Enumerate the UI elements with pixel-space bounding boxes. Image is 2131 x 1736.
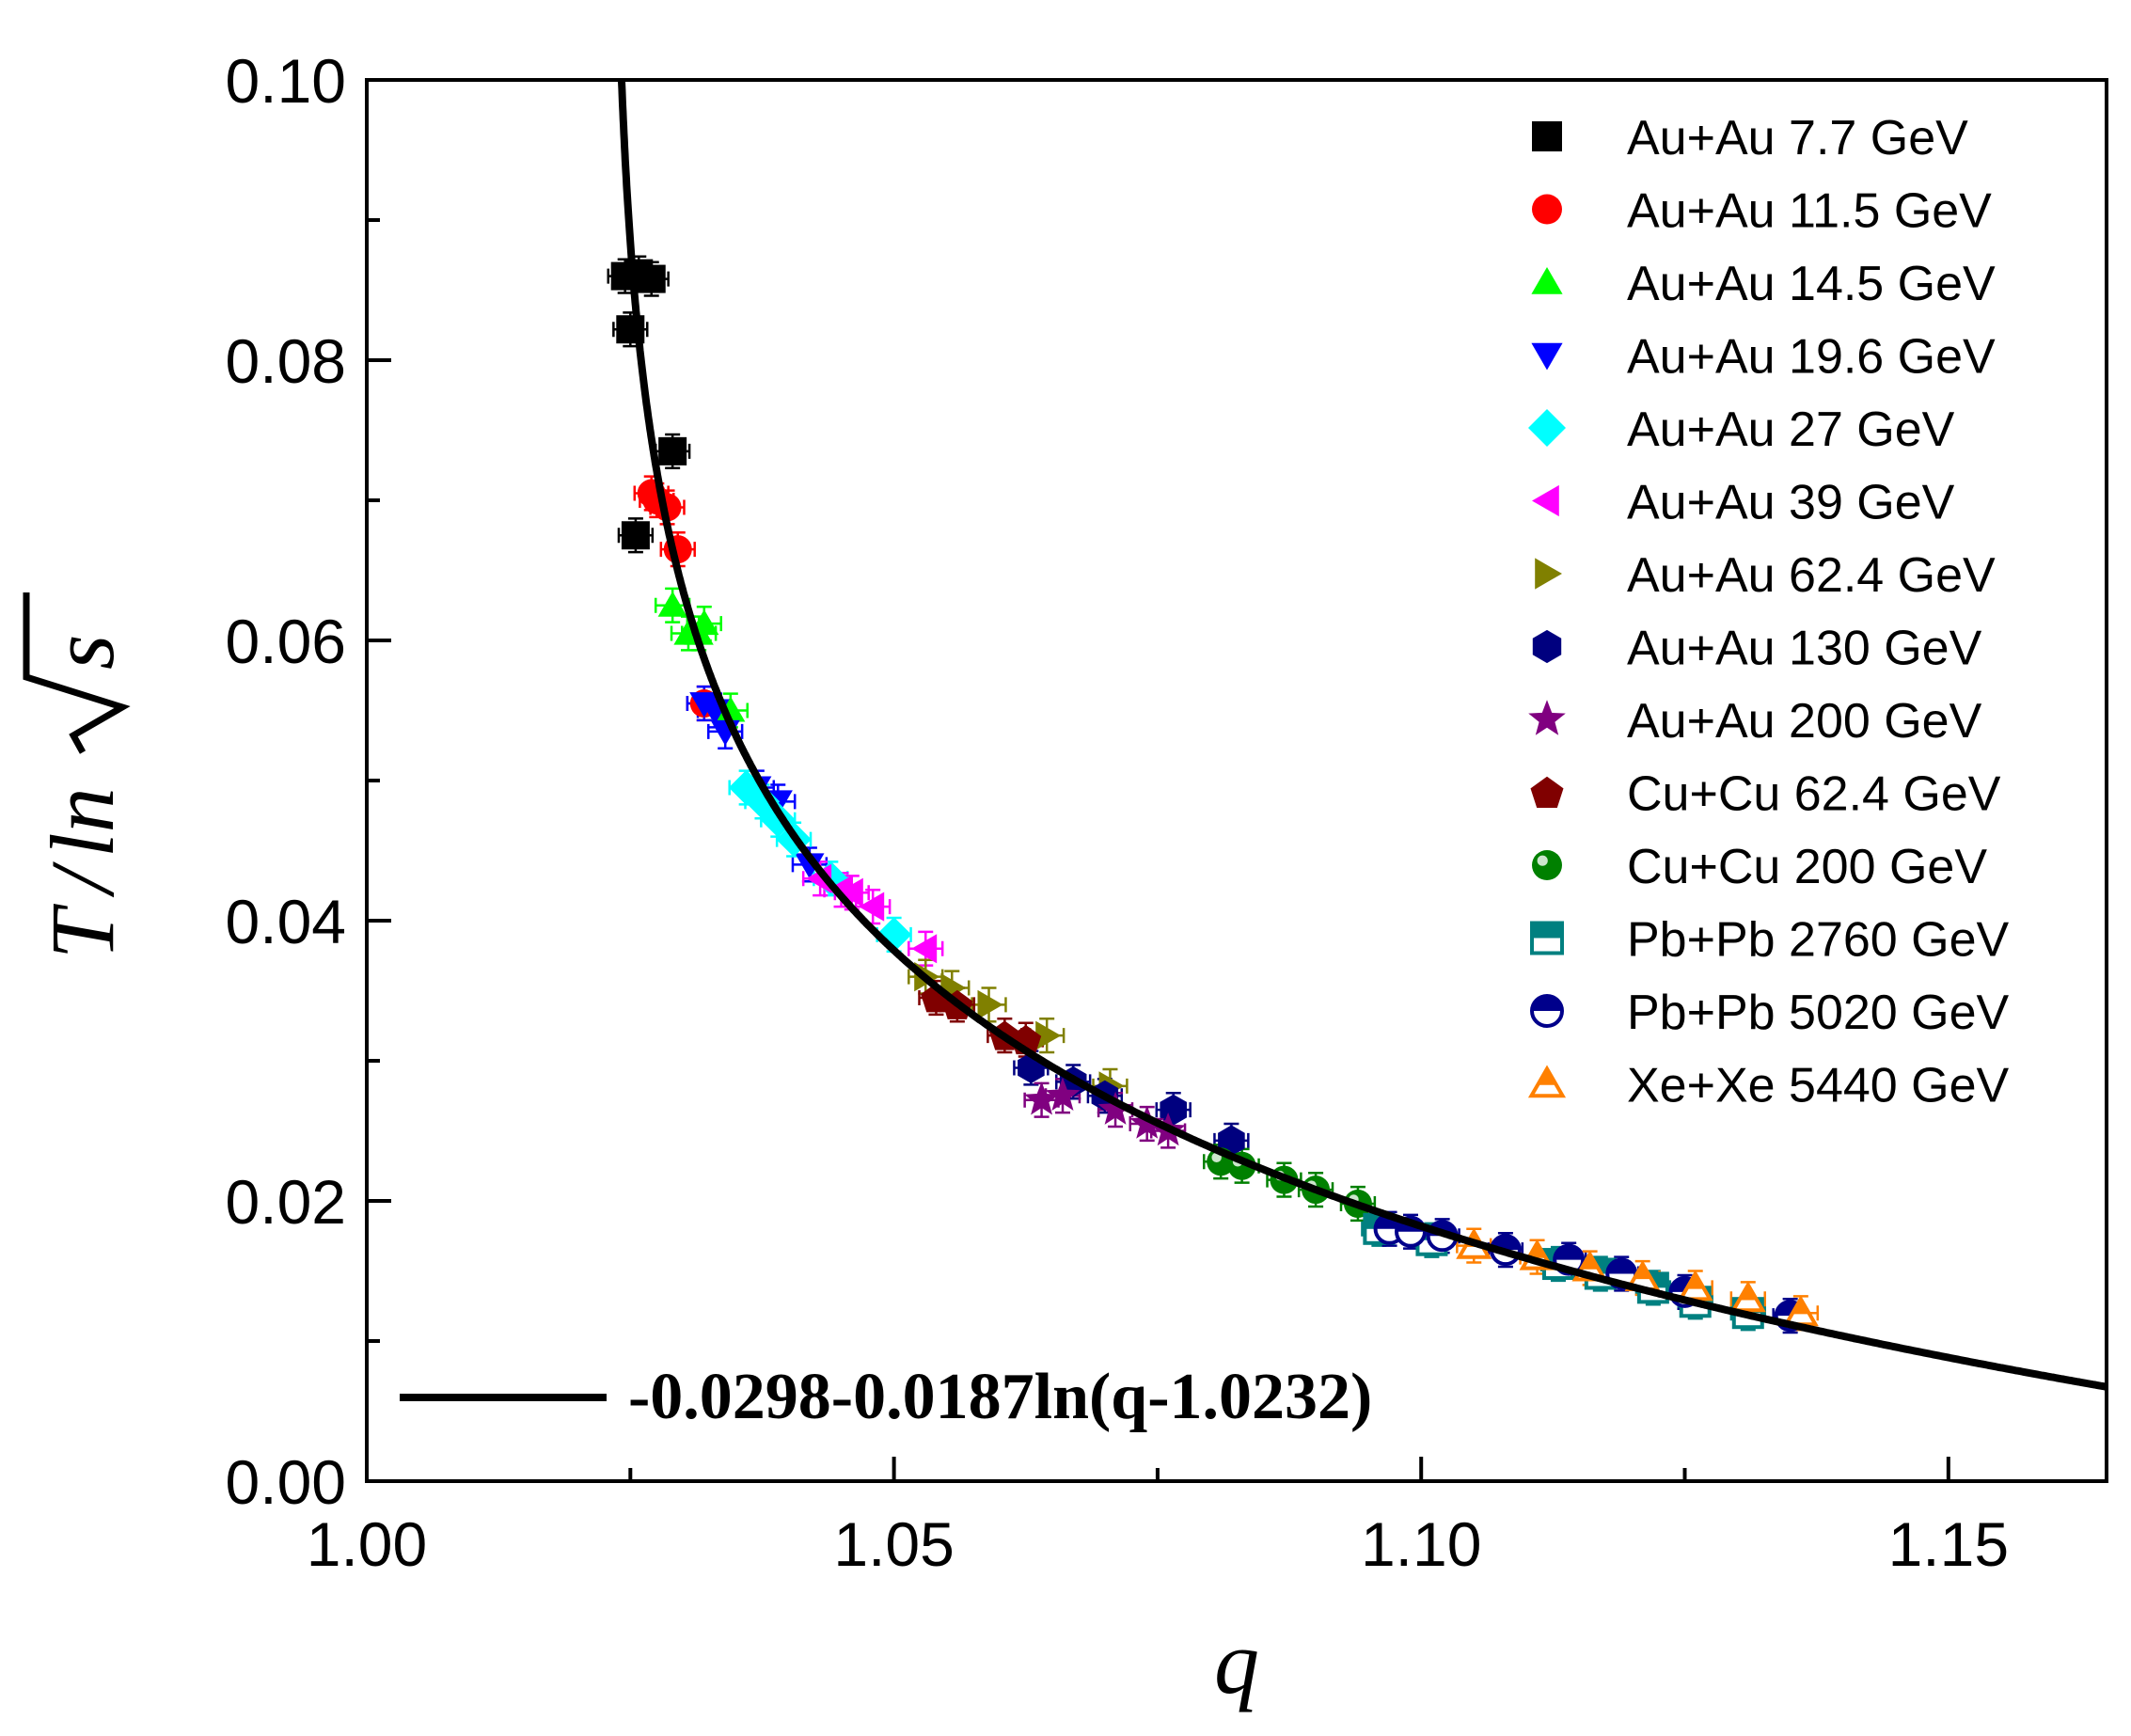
y-tick-label: 0.00 (226, 1447, 346, 1517)
y-axis-title: T / ln s (23, 592, 133, 959)
legend-item: Au+Au 130 GeV (1532, 622, 1982, 676)
y-axis-title-slash: / (32, 861, 133, 898)
legend-marker (1530, 994, 1564, 1028)
legend-item: Xe+Xe 5440 GeV (1527, 1059, 2010, 1113)
x-tick-label: 1.00 (307, 1509, 427, 1579)
legend-item: Au+Au 7.7 GeV (1532, 111, 1968, 166)
data-point (911, 934, 938, 964)
data-point (658, 436, 687, 466)
fit-curve (618, 81, 2107, 1391)
y-tick-label: 0.02 (226, 1167, 346, 1237)
legend-marker (1531, 342, 1563, 371)
data-point (1035, 1020, 1062, 1050)
data-point (977, 989, 1003, 1019)
fit-legend-label: -0.0298-0.0187ln(q-1.0232) (628, 1361, 1372, 1433)
data-point (657, 591, 687, 617)
data-point (837, 877, 863, 907)
legend-marker (1532, 850, 1562, 880)
legend-item: Pb+Pb 2760 GeV (1530, 913, 2010, 968)
y-axis-title-ln: ln (32, 787, 133, 858)
y-tick-label: 0.08 (226, 326, 346, 396)
y-tick-label: 0.06 (226, 607, 346, 676)
data-point (1045, 1077, 1081, 1111)
legend-label: Cu+Cu 62.4 GeV (1627, 767, 2001, 822)
legend-label: Cu+Cu 200 GeV (1627, 840, 1987, 894)
data-point (637, 264, 666, 293)
legend-label: Au+Au 14.5 GeV (1627, 257, 1996, 311)
data-point (859, 892, 885, 922)
legend-label: Au+Au 200 GeV (1627, 694, 1982, 749)
legend-item: Cu+Cu 200 GeV (1532, 840, 1987, 894)
data-point (795, 853, 825, 879)
legend-label: Pb+Pb 2760 GeV (1627, 913, 2010, 968)
legend-item: Cu+Cu 62.4 GeV (1530, 767, 2001, 822)
legend-marker (1528, 700, 1566, 735)
legend-item: Pb+Pb 5020 GeV (1530, 986, 2010, 1040)
legend-marker (1531, 267, 1563, 294)
legend-label: Pb+Pb 5020 GeV (1627, 986, 2010, 1040)
data-point (621, 521, 650, 550)
legend-item: Au+Au 39 GeV (1532, 476, 1955, 530)
legend-item: Au+Au 27 GeV (1528, 402, 1955, 457)
sqrt-sign-icon (23, 592, 131, 754)
legend-label: Xe+Xe 5440 GeV (1627, 1059, 2010, 1113)
legend-label: Au+Au 7.7 GeV (1627, 111, 1968, 166)
y-axis-ticks (367, 78, 391, 1483)
y-tick-label: 0.04 (226, 887, 346, 956)
legend-marker (1532, 121, 1562, 151)
x-axis-tick-labels: 1.00 1.05 1.10 1.15 (307, 1509, 2009, 1579)
y-tick-label: 0.10 (226, 46, 346, 116)
legend-marker (1535, 558, 1562, 590)
legend-item: Au+Au 11.5 GeV (1532, 184, 1992, 239)
data-point (1097, 1091, 1133, 1125)
legend-label: Au+Au 11.5 GeV (1627, 184, 1992, 239)
legend: Au+Au 7.7 GeV Au+Au 11.5 GeV Au+Au 14.5 Ge… (1527, 111, 2010, 1113)
legend-marker (1532, 484, 1559, 517)
legend-marker (1530, 921, 1564, 955)
legend-item: Au+Au 14.5 GeV (1531, 257, 1996, 311)
data-point (1729, 1281, 1766, 1313)
legend-marker (1527, 1065, 1567, 1098)
x-tick-label: 1.05 (833, 1509, 954, 1579)
legend-marker (1530, 776, 1564, 808)
data-point (1024, 1081, 1060, 1115)
legend-label: Au+Au 27 GeV (1627, 402, 1955, 457)
fit-legend: -0.0298-0.0187ln(q-1.0232) (400, 1361, 1372, 1433)
legend-label: Au+Au 130 GeV (1627, 622, 1982, 676)
x-tick-label: 1.15 (1888, 1509, 2009, 1579)
legend-item: Au+Au 62.4 GeV (1535, 548, 1996, 603)
x-axis-ticks (365, 1457, 1950, 1481)
legend-item: Au+Au 200 GeV (1528, 694, 1982, 749)
legend-marker (1528, 409, 1566, 447)
legend-label: Au+Au 39 GeV (1627, 476, 1955, 530)
y-axis-title-t: T (32, 903, 133, 959)
y-axis-title-s: s (32, 635, 133, 670)
x-tick-label: 1.10 (1361, 1509, 1481, 1579)
y-axis-tick-labels: 0.00 0.02 0.04 0.06 0.08 0.10 (226, 46, 346, 1517)
legend-label: Au+Au 62.4 GeV (1627, 548, 1996, 603)
legend-label: Au+Au 19.6 GeV (1627, 330, 1996, 385)
legend-marker (1532, 629, 1562, 664)
legend-item: Au+Au 19.6 GeV (1531, 330, 1996, 385)
legend-marker (1532, 194, 1562, 225)
x-axis-title: q (1214, 1612, 1259, 1712)
